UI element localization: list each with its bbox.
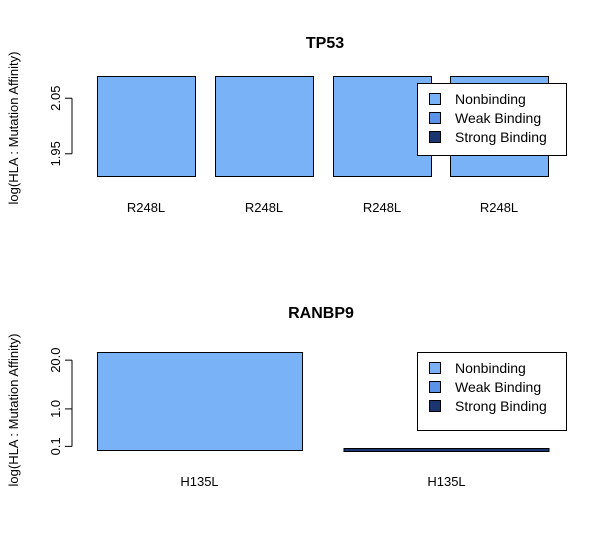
- y-tick-label: 2.05: [48, 86, 63, 111]
- x-tick-label: R248L: [127, 200, 165, 215]
- y-tick-label: 1.95: [48, 141, 63, 166]
- y-axis-ranbp9: 0.1 1.0 20.0: [48, 347, 73, 455]
- legend-swatch: [429, 400, 441, 412]
- x-tick-labels-ranbp9: H135L H135L: [180, 474, 465, 489]
- legend-label: Strong Binding: [455, 129, 547, 145]
- y-tick-label: 20.0: [48, 347, 63, 372]
- legend-label: Strong Binding: [455, 398, 547, 414]
- x-tick-label: H135L: [180, 474, 218, 489]
- legend-swatch: [429, 112, 441, 124]
- y-axis-tp53: 1.95 2.05: [48, 86, 73, 166]
- chart-title-tp53: TP53: [306, 35, 344, 52]
- x-tick-label: R248L: [480, 200, 518, 215]
- y-axis-label-ranbp9: log(HLA : Mutation Affinity): [6, 334, 21, 487]
- legend-tp53: Nonbinding Weak Binding Strong Binding: [417, 83, 567, 156]
- legend-label: Weak Binding: [455, 110, 541, 126]
- chart-title-ranbp9: RANBP9: [288, 305, 354, 322]
- legend-label: Nonbinding: [455, 91, 526, 107]
- legend-swatch: [429, 93, 441, 105]
- y-axis-label-tp53: log(HLA : Mutation Affinity): [6, 52, 21, 205]
- legend-label: Weak Binding: [455, 379, 541, 395]
- legend-box: [417, 83, 567, 156]
- bars-ranbp9: [97, 352, 550, 452]
- legend-ranbp9: Nonbinding Weak Binding Strong Binding: [417, 352, 567, 431]
- bar: [215, 76, 314, 177]
- legend-label: Nonbinding: [455, 360, 526, 376]
- bar: [97, 76, 196, 177]
- y-tick-label: 1.0: [48, 400, 63, 418]
- legend-swatch: [429, 131, 441, 143]
- panel-ranbp9: RANBP9 log(HLA : Mutation Affinity) 0.1 1…: [6, 305, 567, 489]
- x-tick-label: R248L: [363, 200, 401, 215]
- x-tick-label: H135L: [427, 474, 465, 489]
- legend-swatch: [429, 381, 441, 393]
- bar: [333, 76, 432, 177]
- bar: [343, 448, 550, 452]
- panel-tp53: TP53 log(HLA : Mutation Affinity) 1.95 2.…: [6, 35, 567, 215]
- x-tick-label: R248L: [245, 200, 283, 215]
- x-tick-labels-tp53: R248L R248L R248L R248L: [127, 200, 518, 215]
- legend-box: [417, 352, 567, 431]
- bar: [97, 352, 303, 451]
- legend-swatch: [429, 362, 441, 374]
- y-tick-label: 0.1: [48, 437, 63, 455]
